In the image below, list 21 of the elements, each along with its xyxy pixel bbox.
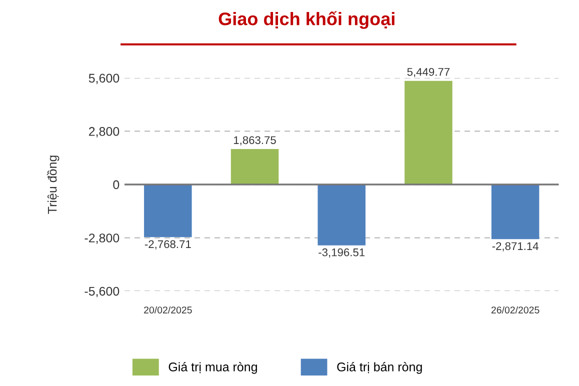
x-tick-label: 20/02/2025 xyxy=(144,306,192,314)
bar xyxy=(491,184,540,240)
y-tick-label: -5,600 xyxy=(84,286,120,298)
y-tick-label: 2,800 xyxy=(88,127,120,138)
bar xyxy=(230,149,279,185)
legend-label: Giá trị mua ròng xyxy=(168,362,257,374)
data-label: 5,449.77 xyxy=(407,68,450,78)
data-label: 1,863.75 xyxy=(234,136,276,146)
y-tick-label: 5,600 xyxy=(88,74,120,84)
data-label: -2,871.14 xyxy=(492,242,538,252)
chart-title: Giao dịch khối ngoại xyxy=(218,11,394,29)
legend-label: Giá trị bán ròng xyxy=(337,362,422,374)
data-label: -3,196.51 xyxy=(318,248,365,258)
data-label: -2,768.71 xyxy=(144,240,191,250)
bar xyxy=(404,80,452,185)
y-axis-title: Triệu đồng xyxy=(46,156,60,214)
bar xyxy=(318,184,366,246)
x-tick-label: 26/02/2025 xyxy=(491,306,540,314)
bar xyxy=(144,184,192,238)
y-tick-label: -2,800 xyxy=(84,234,120,244)
y-tick-label: 0 xyxy=(113,180,120,190)
